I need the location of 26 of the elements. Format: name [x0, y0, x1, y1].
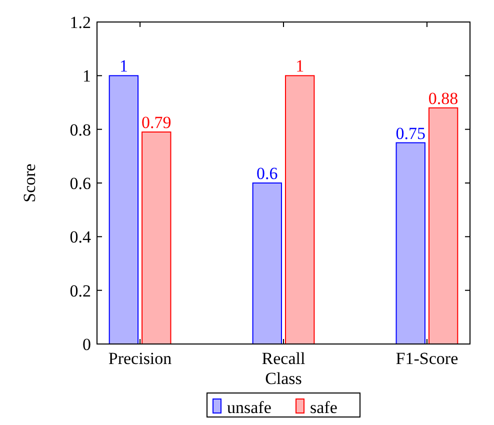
y-tick-label: 0.6: [70, 174, 91, 193]
data-label: 0.88: [428, 88, 458, 108]
y-tick-label: 0.2: [70, 281, 91, 300]
bar: [428, 107, 458, 344]
bar: [108, 75, 139, 344]
data-label: 0.6: [256, 164, 278, 183]
legend-label: safe: [310, 398, 338, 417]
y-tick-label: 0.4: [70, 228, 92, 247]
bar: [142, 132, 172, 344]
x-axis-title: Class: [265, 369, 302, 388]
bar: [252, 182, 282, 344]
x-tick-label: Recall: [262, 349, 306, 368]
y-tick-label: 1: [82, 66, 91, 86]
y-axis-title: Score: [20, 164, 39, 202]
y-tick-label: 0.8: [70, 120, 91, 140]
bar: [285, 75, 315, 344]
data-label: 0.79: [142, 113, 172, 132]
bar: [396, 142, 426, 344]
data-label: 1: [296, 56, 304, 76]
y-tick-label: 0: [82, 334, 91, 354]
y-tick-label: 1.2: [70, 12, 91, 32]
x-tick-label: Precision: [108, 349, 172, 368]
x-tick-label: F1-Score: [396, 349, 458, 368]
legend-label: unsafe: [227, 398, 272, 417]
data-label: 0.75: [396, 124, 426, 143]
data-label: 1: [119, 56, 128, 76]
